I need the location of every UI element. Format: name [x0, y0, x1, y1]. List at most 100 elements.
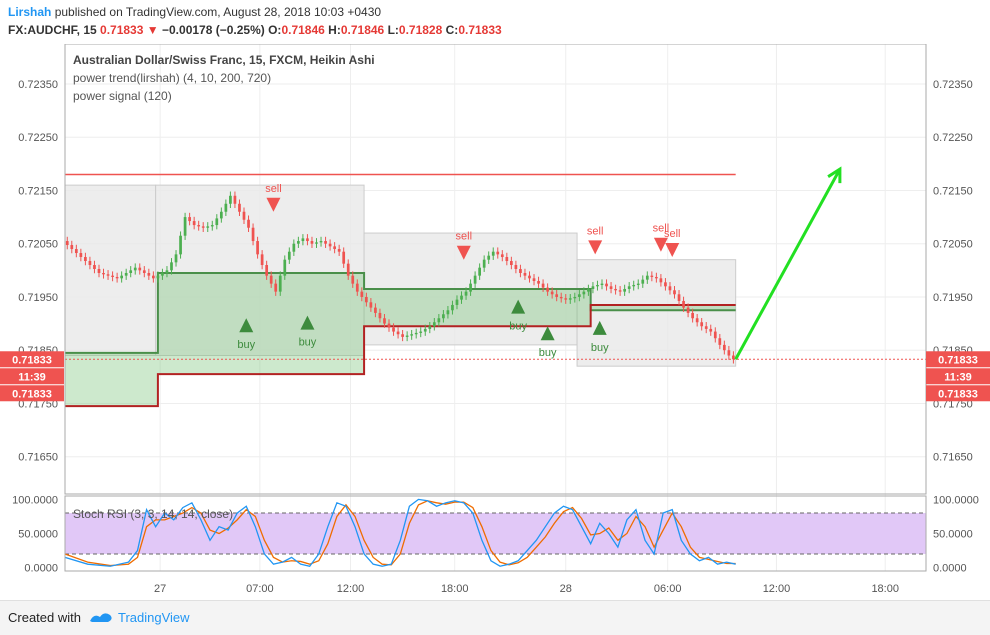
- tradingview-logo-icon[interactable]: [88, 607, 114, 627]
- power-trend-lower-line: [65, 303, 736, 408]
- candle-body: [170, 262, 173, 271]
- price-tag-2-right: [926, 385, 990, 402]
- candle-body: [537, 280, 540, 284]
- rsi-tick-label-left: 100.0000: [12, 494, 58, 506]
- candle-body: [351, 275, 355, 284]
- buy-triangle-icon: [239, 318, 254, 333]
- buy-triangle-icon: [540, 326, 555, 341]
- candle-body: [618, 290, 622, 292]
- last-price: 0.71833: [100, 23, 144, 37]
- candle-body: [84, 257, 87, 262]
- x-tick-label: 27: [154, 583, 166, 595]
- last-price-tag-right: [926, 351, 990, 368]
- candle-body: [142, 270, 146, 273]
- rsi-tick-label-right: 0.0000: [933, 563, 967, 575]
- candle-body: [727, 350, 731, 356]
- rsi-legend: Stoch RSI (3, 3, 14, 14, close): [73, 507, 233, 521]
- candle-body: [641, 279, 645, 284]
- created-with-label: Created with: [8, 610, 81, 625]
- candle-body: [627, 286, 631, 289]
- candle-body: [79, 253, 83, 258]
- candle-body: [215, 218, 219, 226]
- candle-body: [482, 259, 486, 268]
- rsi-d-line: [64, 500, 736, 567]
- candle-body: [496, 251, 500, 255]
- candle-body: [491, 251, 495, 256]
- last-price-tag-left: [0, 351, 64, 368]
- author-name[interactable]: Lirshah: [8, 5, 52, 19]
- low-label: L:: [387, 23, 399, 37]
- candle-body: [383, 318, 386, 324]
- candle-body: [233, 195, 237, 204]
- x-tick-label: 12:00: [763, 583, 791, 595]
- chart-header: Lirshah published on TradingView.com, Au…: [0, 0, 990, 44]
- buy-triangle-icon: [511, 299, 526, 314]
- sell-label: sell: [265, 183, 282, 195]
- buy-label: buy: [237, 339, 255, 351]
- price-tag-2-text-left: 0.71833: [12, 388, 52, 400]
- candle-body: [650, 275, 654, 277]
- candle-body: [256, 241, 259, 255]
- candle-body: [306, 238, 309, 242]
- tradingview-brand[interactable]: TradingView: [118, 610, 190, 625]
- sell-triangle-icon: [653, 237, 668, 252]
- candle-body: [206, 226, 210, 228]
- candle-body: [682, 300, 685, 308]
- power-trend-fill: [65, 272, 736, 407]
- candle-body: [732, 355, 735, 360]
- y-tick-label-left: 0.71950: [18, 292, 58, 304]
- candle-body: [659, 278, 663, 283]
- countdown-tag-left: [0, 368, 64, 385]
- candle-body: [319, 241, 323, 243]
- candles: [65, 191, 735, 364]
- candle-body: [238, 203, 241, 212]
- candle-body: [600, 283, 604, 285]
- buy-label: buy: [591, 342, 609, 354]
- countdown-tag-right: [926, 368, 990, 385]
- candle-body: [165, 270, 169, 273]
- candle-body: [401, 334, 404, 337]
- candle-body: [668, 286, 672, 291]
- candle-body: [156, 275, 160, 279]
- candle-body: [120, 275, 124, 279]
- candle-body: [333, 246, 336, 250]
- candle-body: [219, 211, 223, 219]
- candle-body: [414, 332, 418, 335]
- candle-body: [364, 296, 368, 303]
- rsi-tick-label-left: 50.0000: [18, 529, 58, 541]
- candle-body: [133, 267, 137, 271]
- y-tick-label-left: 0.72050: [18, 239, 58, 251]
- candle-body: [500, 254, 504, 258]
- grid-lines: [65, 44, 926, 571]
- candle-body: [722, 344, 726, 351]
- candle-body: [704, 326, 708, 329]
- buy-triangle-icon: [592, 320, 607, 335]
- sell-triangle-icon: [665, 243, 680, 258]
- candle-body: [369, 302, 373, 308]
- candle-body: [102, 272, 105, 275]
- candle-body: [274, 283, 278, 292]
- candle-body: [460, 295, 463, 300]
- candle-body: [487, 255, 491, 260]
- candle-body: [686, 307, 690, 313]
- axes: 27 07:00 12:00 18:00 28 06:00 12:00 18:00 0.7235…: [0, 44, 990, 595]
- candle-body: [387, 323, 391, 328]
- candle-body: [355, 283, 359, 292]
- candle-body: [93, 265, 96, 269]
- candle-body: [432, 322, 436, 327]
- y-tick-label-left: 0.71650: [18, 452, 58, 464]
- candle-body: [451, 304, 454, 311]
- x-tick-label: 07:00: [246, 583, 274, 595]
- candle-body: [201, 226, 205, 228]
- y-tick-label-left: 0.72350: [18, 79, 58, 91]
- candle-body: [65, 241, 69, 246]
- candle-body: [645, 275, 649, 280]
- candle-body: [197, 225, 201, 227]
- candle-body: [519, 269, 522, 273]
- candle-body: [555, 294, 559, 297]
- candle-body: [568, 298, 572, 300]
- publish-info: published on TradingView.com, August 28,…: [54, 5, 382, 19]
- ohlc-line: FX:AUDCHF, 15 0.71833 ▼ −0.00178 (−0.25%…: [8, 23, 502, 37]
- candle-body: [473, 275, 477, 284]
